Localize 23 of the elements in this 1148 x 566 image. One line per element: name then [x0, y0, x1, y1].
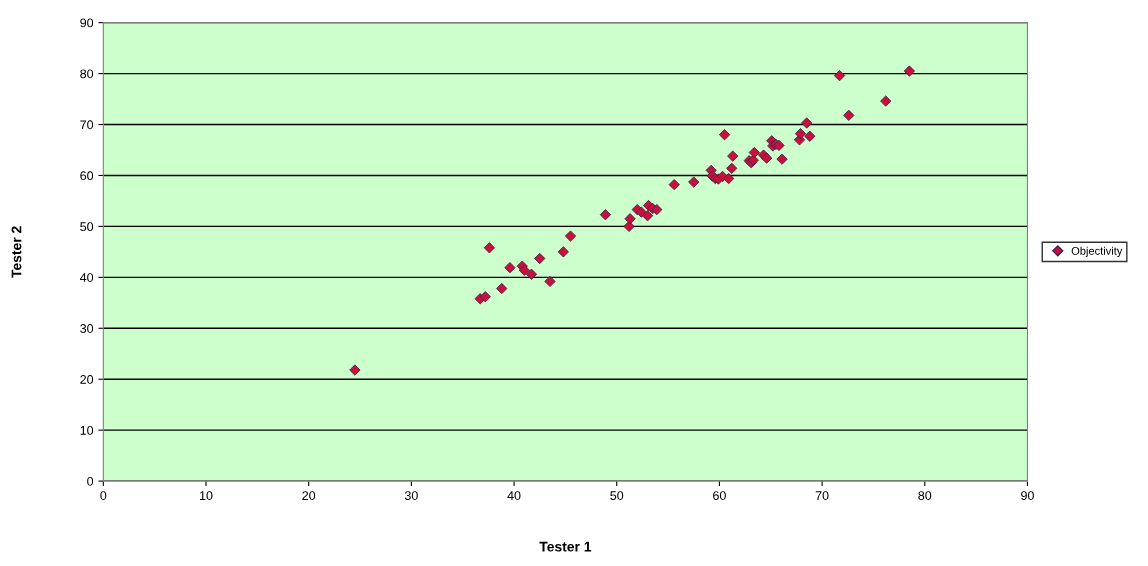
- legend-label: Objectivity: [1071, 246, 1123, 258]
- x-axis-title: Tester 1: [539, 541, 592, 552]
- x-tick-label: 20: [302, 491, 316, 500]
- y-tick-label: 20: [80, 375, 94, 384]
- y-tick-label: 70: [80, 120, 94, 130]
- x-tick-label: 30: [404, 491, 418, 500]
- y-tick-label: 60: [80, 171, 94, 181]
- y-tick-label: 0: [87, 476, 94, 486]
- x-tick-label: 40: [507, 491, 521, 500]
- x-tick-label: 10: [200, 491, 213, 500]
- y-tick-label: 30: [80, 324, 94, 333]
- y-tick-label: 50: [80, 222, 94, 232]
- x-tick-label: 50: [610, 491, 624, 500]
- y-tick-label: 40: [79, 273, 94, 282]
- y-tick-label: 90: [80, 18, 94, 28]
- x-tick-label: 60: [713, 491, 726, 500]
- x-tick-label: 80: [918, 491, 932, 500]
- y-tick-label: 10: [80, 425, 94, 435]
- y-axis-title: Tester 2: [11, 226, 22, 278]
- x-tick-label: 90: [1021, 491, 1034, 500]
- y-tick-label: 80: [80, 69, 94, 79]
- x-tick-label: 70: [815, 491, 829, 500]
- x-tick-label: 0: [100, 491, 107, 500]
